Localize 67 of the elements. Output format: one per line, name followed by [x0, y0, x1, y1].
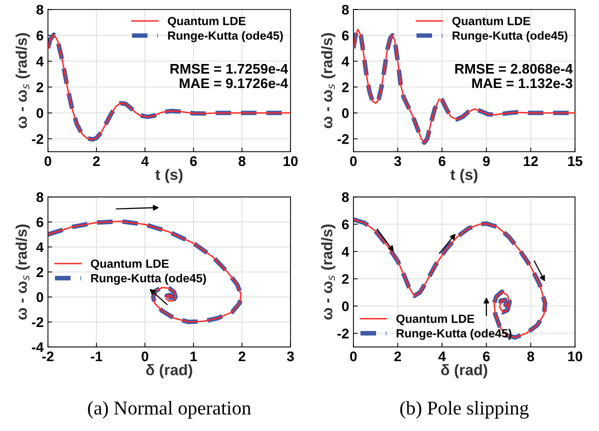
y-tick-label: 8 [36, 192, 44, 202]
y-tick-label: -2 [337, 134, 349, 144]
x-tick-label: 0 [350, 156, 357, 166]
legend-label: Runge-Kutta (ode45) [91, 274, 206, 285]
y-tick-label: 0 [342, 108, 349, 118]
x-axis-title: t (s) [155, 168, 182, 184]
y-tick-label: 2 [342, 82, 349, 92]
legend-label: Runge-Kutta (ode45) [168, 31, 283, 42]
y-tick-label: -2 [32, 134, 44, 144]
x-tick-label: 8 [527, 351, 534, 362]
x-axis-title: δ (rad) [441, 364, 488, 378]
y-axis-title: ω - ω$_{s}$ (rad/s) [321, 224, 336, 320]
y-tick-label: 2 [36, 82, 44, 92]
y-tick-label: 4 [342, 246, 350, 257]
y-tick-label: 8 [342, 4, 349, 15]
annotation: RMSE = 1.7259e-4 MAE = 9.1726e-4 [170, 64, 288, 88]
legend-label: Quantum LDE [452, 16, 530, 28]
x-tick-label: 10 [568, 351, 582, 362]
legend-label: Quantum LDE [396, 314, 474, 326]
x-tick-label: 0 [350, 351, 357, 362]
x-tick-label: 6 [483, 351, 490, 362]
y-tick-label: 0 [342, 301, 349, 312]
x-tick-label: 12 [524, 156, 538, 166]
x-tick-label: 3 [394, 156, 402, 166]
x-tick-label: 2 [93, 156, 100, 166]
y-tick-label: 6 [36, 30, 44, 41]
x-tick-label: 15 [568, 156, 582, 166]
text: (a) Normal operation [88, 400, 251, 419]
y-tick-label: -2 [32, 317, 44, 327]
y-tick-label: 4 [36, 56, 44, 66]
x-tick-label: 9 [483, 156, 490, 166]
x-tick-label: 4 [141, 156, 149, 166]
y-tick-label: 2 [342, 274, 349, 284]
legend-label: Runge-Kutta (ode45) [452, 31, 568, 42]
legend-label: Quantum LDE [90, 259, 169, 270]
y-tick-label: -2 [337, 328, 349, 338]
x-axis-title: t (s) [450, 168, 478, 184]
y-tick-label: -4 [32, 342, 44, 352]
x-tick-label: 3 [286, 351, 294, 362]
y-tick-label: 6 [36, 217, 44, 228]
y-tick-label: 6 [342, 30, 349, 41]
x-tick-label: 10 [284, 156, 298, 166]
y-tick-label: 6 [342, 220, 349, 230]
x-tick-label: 2 [238, 351, 246, 362]
x-tick-label: 8 [238, 156, 246, 166]
y-axis-title: ω - ω$_{s}$ (rad/s) [321, 33, 336, 128]
y-tick-label: 8 [342, 192, 349, 202]
y-tick-label: 4 [36, 242, 44, 252]
y-tick-label: 4 [342, 56, 350, 66]
y-tick-label: 2 [36, 267, 44, 277]
x-tick-label: 0 [44, 156, 52, 166]
text: (b) Pole slipping [400, 400, 529, 419]
y-axis-title: ω - ω$_{s}$ (rad/s) [16, 33, 30, 128]
x-tick-label: 2 [394, 351, 402, 362]
y-tick-label: 8 [36, 4, 44, 15]
x-axis-title: δ (rad) [146, 364, 192, 378]
x-tick-label: 4 [438, 352, 446, 362]
y-axis-title: ω - ω$_{s}$ (rad/s) [16, 224, 30, 320]
y-tick-label: 0 [36, 108, 44, 118]
y-tick-label: 0 [36, 292, 44, 302]
x-tick-label: 6 [438, 156, 446, 166]
annotation: RMSE = 2.8068e-4 MAE = 1.132e-3 [455, 64, 573, 88]
x-tick-label: 1 [190, 352, 197, 362]
legend-label: Quantum LDE [168, 16, 246, 28]
x-tick-label: -1 [90, 352, 102, 362]
x-tick-label: 6 [190, 156, 197, 166]
x-tick-label: 0 [142, 351, 148, 362]
